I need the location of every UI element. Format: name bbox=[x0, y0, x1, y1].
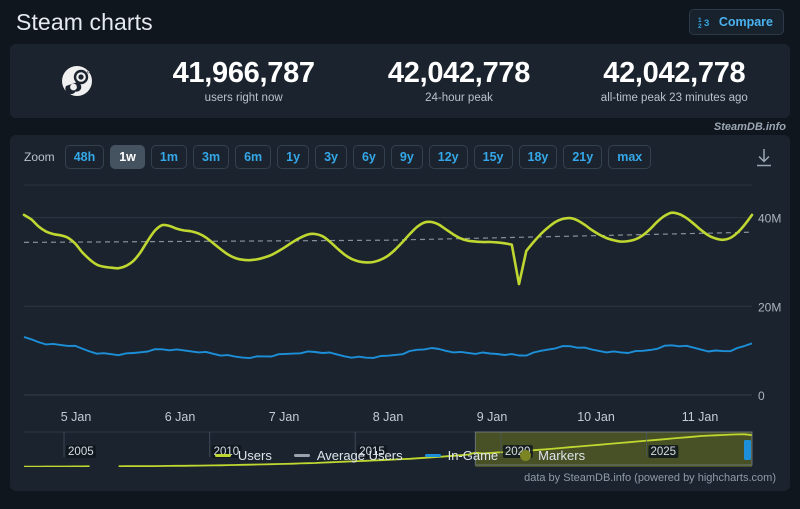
legend-item-markers[interactable]: Markers bbox=[520, 448, 585, 463]
x-axis-tick: 7 Jan bbox=[269, 410, 300, 424]
series-average-users bbox=[23, 231, 753, 243]
stat-label: 24-hour peak bbox=[425, 91, 493, 104]
steamdb-watermark: SteamDB.info bbox=[713, 121, 786, 133]
zoom-button-6y[interactable]: 6y bbox=[352, 145, 385, 169]
legend-label: Users bbox=[237, 448, 272, 463]
svg-text:20M: 20M bbox=[758, 300, 781, 314]
zoom-button-21y[interactable]: 21y bbox=[563, 145, 603, 169]
stat-value: 42,042,778 bbox=[603, 57, 746, 90]
x-axis-tick: 9 Jan bbox=[477, 410, 508, 424]
navigator-handle-right bbox=[744, 440, 751, 460]
stat-label: all-time peak 23 minutes ago bbox=[600, 91, 748, 104]
x-axis-tick: 8 Jan bbox=[373, 410, 404, 424]
svg-text:0: 0 bbox=[758, 389, 765, 403]
top-bar: Steam charts 1 2 3 Compare bbox=[10, 0, 790, 44]
navigator-selection-outline bbox=[474, 431, 753, 466]
chart-legend: Users Average Users In-Game Markers bbox=[10, 448, 790, 463]
steam-logo-icon bbox=[18, 61, 136, 101]
zoom-button-12y[interactable]: 12y bbox=[428, 145, 468, 169]
legend-swatch-markers bbox=[520, 450, 532, 461]
zoom-button-3y[interactable]: 3y bbox=[315, 145, 347, 169]
navigator-tick: 2005 bbox=[68, 446, 94, 458]
legend-item-average-users[interactable]: Average Users bbox=[293, 448, 403, 463]
series-users bbox=[22, 211, 754, 286]
legend-label: Average Users bbox=[316, 448, 403, 463]
download-icon[interactable] bbox=[754, 147, 774, 174]
chart-credit: data by SteamDB.info (powered by highcha… bbox=[524, 472, 776, 484]
zoom-button-max[interactable]: max bbox=[608, 145, 652, 169]
navigator-tick: 2025 bbox=[650, 446, 676, 458]
chart-svg[interactable]: 0 20M 40M 5 Jan 6 Jan 7 Jan 8 Jan 9 Jan 10 Jan 11… bbox=[10, 177, 790, 467]
svg-text:40M: 40M bbox=[758, 212, 781, 226]
x-axis-tick: 11 Jan bbox=[682, 410, 719, 424]
legend-swatch-average-users bbox=[293, 454, 310, 457]
svg-text:3: 3 bbox=[704, 18, 709, 29]
x-axis-tick: 5 Jan bbox=[61, 410, 92, 424]
stat-value: 42,042,778 bbox=[387, 57, 531, 90]
legend-item-in-game[interactable]: In-Game bbox=[424, 448, 499, 463]
x-axis-tick: 6 Jan bbox=[165, 410, 196, 424]
zoom-button-1w[interactable]: 1w bbox=[110, 145, 145, 169]
zoom-label: Zoom bbox=[24, 150, 55, 164]
zoom-button-15y[interactable]: 15y bbox=[473, 145, 513, 169]
zoom-button-48h[interactable]: 48h bbox=[64, 145, 105, 169]
series-in-game bbox=[23, 336, 753, 360]
legend-label: Markers bbox=[538, 448, 586, 463]
zoom-button-3m[interactable]: 3m bbox=[193, 145, 230, 169]
compare-button[interactable]: 1 2 3 Compare bbox=[688, 9, 784, 35]
x-axis-tick: 10 Jan bbox=[577, 410, 615, 424]
zoom-button-1y[interactable]: 1y bbox=[277, 145, 310, 169]
plot-area[interactable]: 0 20M 40M 5 Jan 6 Jan 7 Jan 8 Jan 9 Jan 10 Jan 11… bbox=[10, 177, 790, 467]
legend-swatch-in-game bbox=[424, 454, 441, 457]
zoom-button-18y[interactable]: 18y bbox=[518, 145, 558, 169]
stat-all-time-peak: 42,042,778 all-time peak 23 minutes ago bbox=[567, 57, 782, 104]
stat-users-right-now: 41,966,787 users right now bbox=[136, 57, 351, 104]
legend-label: In-Game bbox=[447, 448, 499, 463]
stats-panel: 41,966,787 users right now 42,042,778 24… bbox=[10, 44, 790, 118]
compare-button-label: Compare bbox=[718, 15, 773, 29]
zoom-button-9y[interactable]: 9y bbox=[390, 145, 423, 169]
podium-123-icon: 1 2 3 bbox=[698, 15, 713, 29]
zoom-button-1m[interactable]: 1m bbox=[150, 145, 187, 169]
legend-swatch-users bbox=[214, 454, 231, 457]
stat-label: users right now bbox=[204, 91, 283, 104]
stat-value: 41,966,787 bbox=[172, 57, 315, 90]
svg-text:1: 1 bbox=[698, 17, 702, 24]
legend-item-users[interactable]: Users bbox=[214, 448, 272, 463]
svg-text:2: 2 bbox=[698, 23, 702, 29]
zoom-range-selector: Zoom 48h 1w 1m 3m 6m 1y 3y 6y 9y 12y 15y… bbox=[10, 135, 790, 177]
chart-card: Zoom 48h 1w 1m 3m 6m 1y 3y 6y 9y 12y 15y… bbox=[10, 135, 790, 491]
navigator-tick: 2015 bbox=[359, 446, 385, 458]
stat-24-hour-peak: 42,042,778 24-hour peak bbox=[351, 57, 566, 104]
page-title: Steam charts bbox=[16, 8, 153, 35]
zoom-button-6m[interactable]: 6m bbox=[235, 145, 272, 169]
